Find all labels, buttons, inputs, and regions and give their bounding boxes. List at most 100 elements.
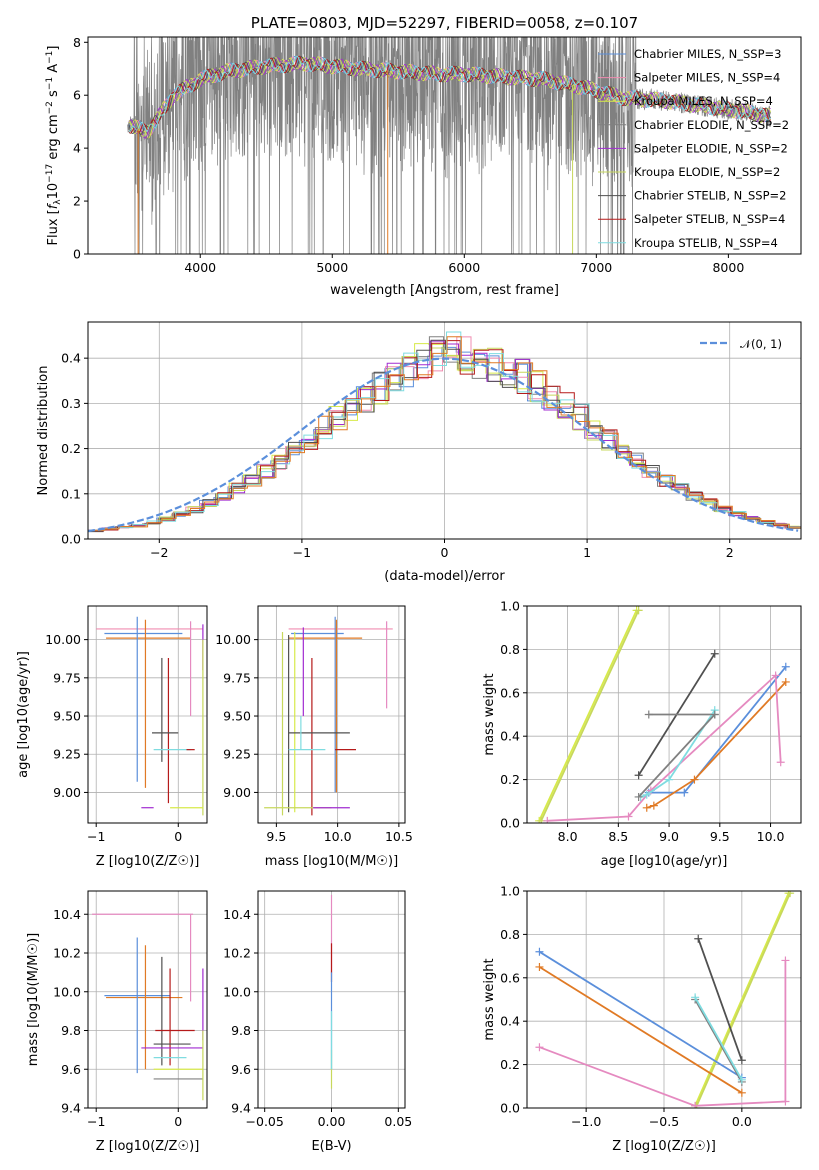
x-axis-label: Z [log10(Z/Z☉)] bbox=[96, 854, 200, 869]
weight-marker bbox=[535, 962, 544, 971]
weight-lines bbox=[535, 606, 790, 823]
x-axis-label: age [log10(age/yr)] bbox=[601, 854, 728, 869]
weight-marker bbox=[680, 788, 689, 797]
weight-marker bbox=[710, 649, 719, 658]
x-tick-label: −1 bbox=[293, 545, 311, 560]
y-tick-label: 9.25 bbox=[223, 747, 251, 762]
x-tick-label: 0.05 bbox=[384, 1114, 412, 1129]
y-tick-label: 10.0 bbox=[53, 984, 81, 999]
y-tick-label: 0 bbox=[73, 247, 81, 262]
x-tick-label: 1 bbox=[583, 545, 591, 560]
histogram-step bbox=[90, 336, 801, 531]
x-tick-label: 10.0 bbox=[324, 829, 352, 844]
segments bbox=[264, 616, 393, 816]
axes-frame bbox=[87, 890, 208, 1109]
chart-title: PLATE=0803, MJD=52297, FIBERID=0058, z=0… bbox=[251, 14, 638, 32]
x-tick-label: 10.5 bbox=[385, 829, 413, 844]
y-tick-label: 9.8 bbox=[231, 1023, 251, 1038]
y-tick-label: 10.4 bbox=[223, 907, 251, 922]
legend-entry: Chabrier MILES, N_SSP=3 bbox=[634, 47, 781, 61]
weight-marker bbox=[781, 662, 790, 671]
y-tick-label: 0.4 bbox=[500, 729, 520, 744]
x-tick-label: 0.00 bbox=[318, 1114, 346, 1129]
x-tick-label: −1 bbox=[87, 829, 105, 844]
weight-marker bbox=[781, 677, 790, 686]
weight-marker bbox=[624, 812, 633, 821]
histograms bbox=[88, 331, 801, 533]
y-axis-label: age [log10(age/yr)] bbox=[16, 651, 31, 778]
observed-spectrum-line bbox=[127, 37, 771, 254]
weight-line bbox=[697, 938, 743, 1061]
x-tick-label: 8.0 bbox=[558, 829, 578, 844]
x-tick-label: 0 bbox=[441, 545, 449, 560]
legend-entry: Chabrier ELODIE, N_SSP=2 bbox=[634, 118, 789, 132]
weight-line bbox=[694, 999, 743, 1083]
model-line bbox=[128, 56, 771, 139]
legend-entry: Kroupa MILES, N_SSP=4 bbox=[634, 94, 773, 108]
weight-line bbox=[694, 996, 743, 1081]
y-tick-label: 9.00 bbox=[223, 785, 251, 800]
x-tick-label: 2 bbox=[726, 545, 734, 560]
weight-marker bbox=[665, 775, 674, 784]
y-tick-label: 0.8 bbox=[500, 642, 520, 657]
normal-curve bbox=[88, 357, 799, 533]
model-line bbox=[128, 56, 771, 139]
x-axis-label: Z [log10(Z/Z☉)] bbox=[96, 1139, 200, 1154]
y-axis-label: mass weight bbox=[482, 673, 497, 755]
weight-marker bbox=[543, 816, 552, 823]
x-tick-label: 10.0 bbox=[757, 829, 785, 844]
x-tick-label: 9.5 bbox=[266, 829, 286, 844]
x-tick-label: −1 bbox=[87, 1114, 105, 1129]
x-tick-label: −0.5 bbox=[649, 1114, 679, 1129]
axes-frame bbox=[526, 605, 802, 824]
x-tick-label: 0 bbox=[174, 1114, 182, 1129]
x-tick-label: 8000 bbox=[712, 260, 744, 275]
weight-marker bbox=[535, 1043, 544, 1052]
y-tick-label: 0.1 bbox=[61, 486, 81, 501]
legend-entry: Salpeter ELODIE, N_SSP=2 bbox=[634, 141, 788, 155]
axes-frame bbox=[87, 36, 802, 255]
panel-spectrum: 4000 5000 6000 7000 8000 0 2 4 6 8 PLATE=0803, MJD… bbox=[45, 14, 802, 298]
legend-entry: 𝒩(0, 1) bbox=[740, 337, 782, 351]
y-tick-label: 4 bbox=[73, 141, 81, 156]
x-tick-label: 0 bbox=[174, 829, 182, 844]
y-tick-label: 10.4 bbox=[53, 907, 81, 922]
segments bbox=[96, 616, 204, 816]
weight-line bbox=[539, 966, 743, 1094]
y-tick-label: 0.0 bbox=[61, 532, 81, 547]
histogram-step bbox=[88, 346, 799, 532]
legend-entry: Kroupa STELIB, N_SSP=4 bbox=[634, 236, 778, 250]
y-tick-label: 9.00 bbox=[53, 785, 81, 800]
segments bbox=[92, 913, 204, 1101]
weight-marker bbox=[535, 947, 544, 956]
y-tick-label: 9.4 bbox=[231, 1101, 251, 1116]
weight-marker bbox=[737, 1075, 746, 1084]
y-tick-label: 9.75 bbox=[223, 670, 251, 685]
panel-age-vs-Z: −1 0 9.00 9.25 9.50 9.75 10.00 Z [log10(Z/Z☉)] a… bbox=[16, 605, 208, 869]
y-tick-label: 9.4 bbox=[61, 1101, 81, 1116]
legend-entry: Chabrier STELIB, N_SSP=2 bbox=[634, 189, 786, 203]
weight-marker bbox=[694, 934, 703, 943]
y-tick-label: 0.2 bbox=[61, 441, 81, 456]
weight-marker bbox=[690, 775, 699, 784]
legend-entry: Salpeter STELIB, N_SSP=4 bbox=[634, 212, 785, 226]
legend-entry: Salpeter MILES, N_SSP=4 bbox=[634, 71, 780, 85]
y-tick-label: 10.0 bbox=[223, 984, 251, 999]
y-tick-label: 9.50 bbox=[223, 709, 251, 724]
y-tick-label: 10.00 bbox=[45, 632, 81, 647]
weight-marker bbox=[634, 606, 643, 615]
x-axis-label: wavelength [Angstrom, rest frame] bbox=[330, 283, 559, 298]
y-tick-label: 10.00 bbox=[215, 632, 251, 647]
weight-line bbox=[637, 713, 716, 798]
panel-mass-weight-vs-Z: −1.0 −0.5 0.0 0.0 0.2 0.4 0.6 0.8 1.0 Z [log10(Z/… bbox=[482, 884, 802, 1154]
weight-marker bbox=[776, 758, 785, 767]
spectrum-lines bbox=[127, 37, 772, 254]
y-tick-label: 0.6 bbox=[500, 685, 520, 700]
y-axis-label: mass weight bbox=[482, 958, 497, 1040]
axes-frame bbox=[257, 605, 406, 824]
weight-line bbox=[539, 960, 787, 1107]
weight-line bbox=[640, 709, 716, 798]
x-tick-label: −1.0 bbox=[571, 1114, 601, 1129]
y-tick-label: 9.25 bbox=[53, 747, 81, 762]
x-tick-label: 4000 bbox=[184, 260, 216, 275]
